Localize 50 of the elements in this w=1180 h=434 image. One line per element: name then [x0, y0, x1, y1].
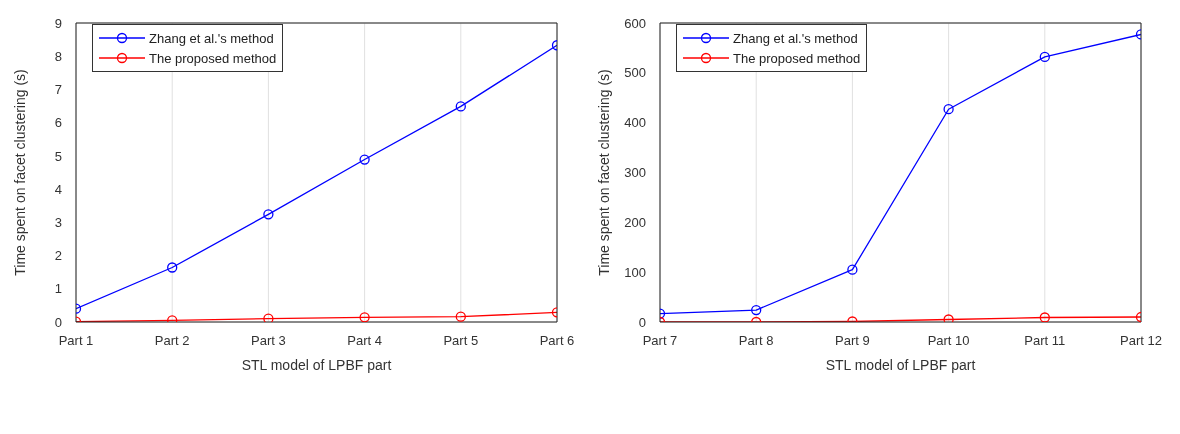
point [263, 209, 274, 220]
point [455, 311, 466, 322]
x-tick-label: Part 4 [347, 333, 382, 349]
y-tick-label: 6 [54, 115, 62, 131]
y-tick-label: 4 [54, 181, 62, 197]
y-tick-label: 3 [54, 214, 62, 230]
y-tick-label: 300 [624, 165, 646, 181]
x-tick-label: Part 9 [835, 333, 870, 349]
x-axis-title: STL model of LPBF part [241, 357, 392, 373]
y-tick-label: 100 [624, 264, 646, 280]
x-tick-label: Part 10 [927, 333, 970, 349]
point [1039, 312, 1050, 322]
y-tick-label: 5 [54, 148, 62, 164]
y-tick-label: 0 [54, 314, 62, 330]
y-axis-title: Time spent on facet clustering (s) [595, 69, 612, 276]
x-tick-label: Part 6 [539, 333, 575, 349]
point [751, 304, 762, 316]
point [1039, 51, 1050, 63]
y-axis-title: Time spent on facet clustering (s) [11, 69, 28, 276]
y-tick-label: 7 [54, 82, 62, 98]
x-tick-label: Part 12 [1120, 333, 1162, 349]
y-tick-label: 0 [638, 314, 646, 330]
x-tick-label: Part 11 [1024, 333, 1066, 349]
y-tick-label: 9 [54, 15, 62, 31]
point [359, 312, 370, 322]
x-tick-label: Part 5 [443, 333, 479, 349]
point [943, 314, 954, 322]
x-axis-title: STL model of LPBF part [825, 357, 976, 373]
point [455, 101, 466, 112]
y-tick-label: 500 [624, 65, 646, 81]
point [847, 264, 858, 275]
y-tick-label: 600 [624, 15, 646, 31]
y-tick-label: 200 [624, 214, 646, 230]
y-tick-label: 8 [54, 48, 62, 64]
point [263, 313, 274, 322]
y-tick-label: 400 [624, 115, 646, 131]
x-tick-label: Part 3 [251, 333, 286, 349]
x-tick-label: Part 7 [642, 333, 678, 349]
y-tick-label: 1 [54, 281, 62, 297]
x-tick-label: Part 8 [738, 333, 774, 349]
y-tick-label: 2 [54, 248, 62, 264]
legend-label: The proposed method [149, 50, 277, 66]
x-tick-label: Part 1 [58, 333, 94, 349]
legend-label: Zhang et al.'s method [149, 30, 274, 46]
x-tick-label: Part 2 [154, 333, 190, 349]
point [943, 104, 954, 115]
legend-label: The proposed method [733, 50, 861, 66]
legend-label: Zhang et al.'s method [733, 30, 858, 46]
point [359, 154, 370, 165]
point [167, 262, 178, 273]
